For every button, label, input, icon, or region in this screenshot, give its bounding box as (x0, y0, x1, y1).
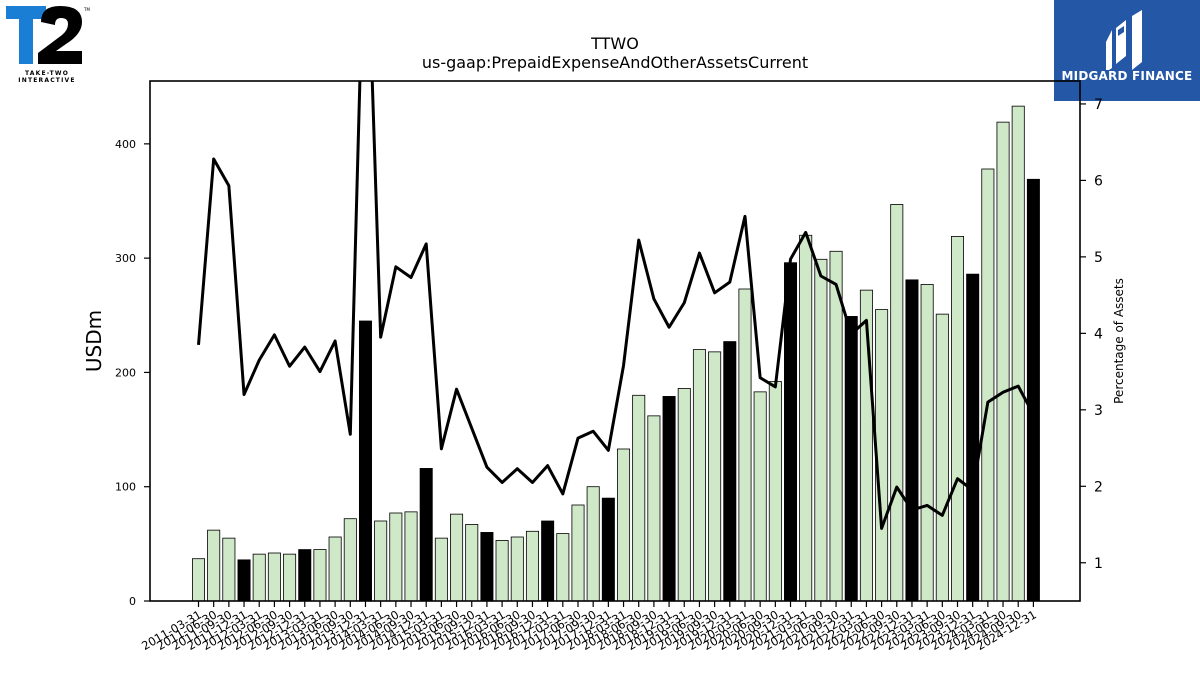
line-series (197, 81, 1035, 530)
bar-2011-09-30 (222, 537, 236, 602)
bar-2018-09-30 (647, 415, 661, 602)
take-two-caption-line1: TAKE-TWO (24, 70, 70, 77)
bar-2019-09-30 (708, 351, 722, 602)
bar-2015-03-31 (434, 537, 448, 602)
bar-2024-03-31 (981, 168, 995, 602)
right-tick-label: 1 (1094, 556, 1103, 572)
bar-2022-09-30 (890, 204, 904, 602)
bar-2015-06-30 (450, 513, 464, 602)
y2-axis-label: Percentage of Assets (1112, 278, 1126, 404)
bar-2021-12-31 (844, 316, 858, 602)
bar-2018-03-31 (617, 448, 631, 602)
bar-2016-06-30 (510, 536, 524, 602)
take-two-caption-line2: INTERACTIVE (18, 77, 76, 84)
bar-2013-06-30 (328, 536, 342, 602)
bar-2019-06-30 (692, 349, 706, 602)
bar-2016-12-31 (541, 520, 555, 602)
bar-2018-06-30 (632, 394, 646, 602)
right-tick-label: 2 (1094, 479, 1103, 495)
left-tick-label: 300 (115, 252, 136, 265)
x-axis: 2011-03-312011-06-302011-09-302011-12-31… (139, 601, 1039, 653)
bar-2012-03-31 (252, 553, 266, 602)
take-two-caption: TAKE-TWO INTERACTIVE (4, 70, 90, 84)
bar-2017-03-31 (556, 533, 570, 602)
left-tick-label: 100 (115, 481, 136, 494)
left-tick-label: 0 (129, 595, 136, 608)
bar-2013-12-31 (358, 320, 372, 602)
midgard-finance-logo: MIDGARD FINANCE (1054, 0, 1200, 101)
bar-2020-12-31 (784, 262, 798, 602)
svg-text:TM: TM (83, 7, 90, 12)
bar-2020-06-30 (753, 391, 767, 602)
bar-2017-06-30 (571, 504, 585, 602)
bar-2011-12-31 (237, 559, 251, 602)
left-axis: 0 100 200 300 400 (115, 138, 150, 608)
bar-2017-12-31 (601, 497, 615, 602)
bar-2023-09-30 (951, 236, 965, 602)
left-tick-label: 400 (115, 138, 136, 151)
bar-2023-12-31 (966, 273, 980, 602)
bar-2019-12-31 (723, 341, 737, 602)
bar-2013-09-30 (343, 518, 357, 602)
bar-2021-06-30 (814, 258, 828, 602)
bar-2024-06-30 (996, 121, 1010, 602)
bar-2012-06-30 (267, 552, 281, 602)
right-tick-label: 4 (1094, 326, 1103, 342)
chart-subtitle: us-gaap:PrepaidExpenseAndOtherAssetsCurr… (422, 53, 808, 72)
bar-2015-09-30 (465, 524, 479, 602)
right-tick-label: 6 (1094, 173, 1103, 189)
chart-title: TTWO (590, 34, 639, 53)
right-tick-label: 5 (1094, 250, 1103, 266)
left-tick-label: 200 (115, 366, 136, 379)
midgard-logo-mark (1106, 10, 1142, 72)
bar-series (191, 105, 1040, 602)
percentage-line (197, 81, 1035, 530)
bar-2020-03-31 (738, 288, 752, 602)
bar-2022-12-31 (905, 279, 919, 602)
bar-2014-12-31 (419, 468, 433, 602)
bar-2023-03-31 (920, 284, 934, 602)
y-axis-label: USDm (82, 310, 106, 372)
bar-2023-06-30 (935, 313, 949, 602)
bar-2024-12-31 (1026, 178, 1040, 602)
bar-2012-12-31 (298, 549, 312, 602)
bar-2012-09-30 (283, 553, 297, 602)
right-tick-label: 3 (1094, 403, 1103, 419)
midgard-logo-text: MIDGARD FINANCE (1061, 69, 1193, 83)
bar-2019-03-31 (677, 388, 691, 602)
bar-2020-09-30 (768, 381, 782, 602)
bar-2016-09-30 (525, 530, 539, 602)
bar-2016-03-31 (495, 540, 509, 602)
plot-frame (149, 80, 1081, 602)
take-two-logo-mark: TM (6, 6, 90, 64)
right-axis: 1 2 3 4 5 6 7 (1080, 97, 1103, 572)
bar-2015-12-31 (480, 532, 494, 602)
bar-2014-09-30 (404, 511, 418, 602)
take-two-logo: TM TAKE-TWO INTERACTIVE (4, 4, 90, 84)
right-tick-label: 7 (1094, 97, 1103, 113)
bar-2021-09-30 (829, 250, 843, 602)
bar-2017-09-30 (586, 486, 600, 602)
bar-2014-06-30 (389, 512, 403, 602)
bar-2018-12-31 (662, 396, 676, 602)
bar-2014-03-31 (374, 520, 388, 602)
bar-2011-06-30 (207, 529, 221, 602)
bar-2011-03-31 (191, 558, 205, 602)
bar-2013-03-31 (313, 549, 327, 602)
bar-2021-03-31 (799, 234, 813, 602)
bar-2024-09-30 (1011, 105, 1025, 602)
